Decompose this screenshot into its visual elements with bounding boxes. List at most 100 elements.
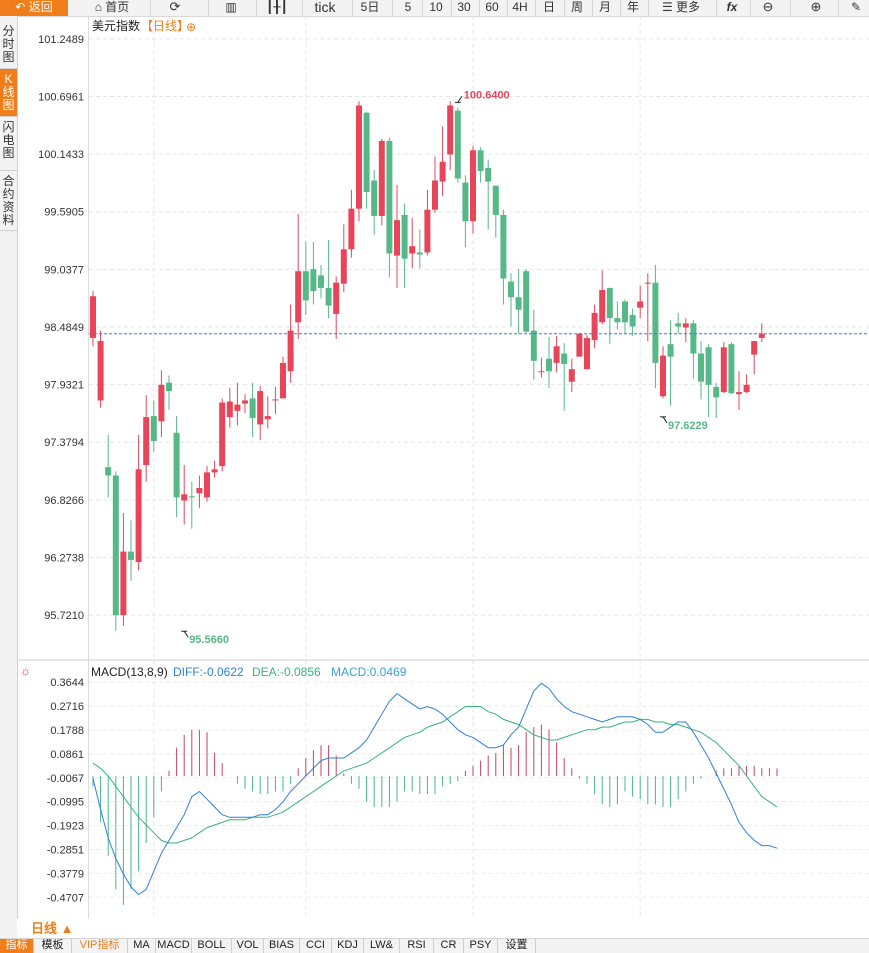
macd-y-tick: 0.3644 xyxy=(50,677,84,689)
period-4h[interactable]: 4H xyxy=(512,0,528,14)
candle-body xyxy=(698,353,704,382)
candle-body xyxy=(561,353,568,364)
period-month[interactable]: 月 xyxy=(598,0,611,14)
kline-y-tick: 95.7210 xyxy=(44,610,84,622)
draw-pen-icon[interactable]: ✎ xyxy=(850,0,862,14)
indicator-tab[interactable]: KDJ xyxy=(332,939,364,953)
chart-area[interactable]: 101.2489 100.6961 100.1433 99.5905 99.0377 98… xyxy=(17,16,869,919)
candlestick-icon[interactable]: ┃╂┃ xyxy=(266,0,288,14)
dea-value: DEA:-0.0856 xyxy=(252,665,321,679)
tab-kline-label: K线图 xyxy=(2,72,15,112)
candle-body xyxy=(667,344,674,357)
period-year[interactable]: 年 xyxy=(626,0,639,14)
indicator-tab[interactable]: 设置 xyxy=(498,939,536,953)
indicator-tab[interactable]: PSY xyxy=(464,939,498,953)
low-price-label: 95.5660 xyxy=(189,634,229,646)
period-toggle-button[interactable]: 日线 ▲ xyxy=(17,919,87,938)
back-button[interactable]: ↶ 返回 xyxy=(0,0,68,16)
period-5day[interactable]: 5日 xyxy=(360,0,380,14)
candle-body xyxy=(530,330,537,361)
indicator-tab[interactable]: BOLL xyxy=(192,939,232,953)
candle-body xyxy=(363,112,370,192)
candle-body xyxy=(135,469,142,563)
tick-button[interactable]: tick xyxy=(314,0,336,15)
indicator-tab[interactable]: MACD xyxy=(156,939,192,953)
indicator-tab[interactable]: LW& xyxy=(364,939,400,953)
top-toolbar: ↶ 返回 ⌂ 首页 ⟳ ▥ ┃╂┃ tick 5日 5 10 30 60 4H … xyxy=(0,0,869,17)
period-30[interactable]: 30 xyxy=(457,0,471,14)
period-5[interactable]: 5 xyxy=(404,0,412,14)
candle-body xyxy=(378,140,385,216)
macd-y-tick: -0.2851 xyxy=(47,844,84,856)
kline-y-tick: 101.2489 xyxy=(38,34,84,46)
candle-body xyxy=(660,355,666,397)
home-button[interactable]: ⌂ 首页 xyxy=(82,0,142,16)
extreme-marker-leader xyxy=(662,416,668,424)
candle-body xyxy=(500,214,507,279)
indicator-tab[interactable]: BIAS xyxy=(264,939,300,953)
indicator-tab[interactable]: VOL xyxy=(232,939,264,953)
period-10[interactable]: 10 xyxy=(429,0,443,14)
tab-contract-info[interactable]: 合约资料 xyxy=(0,171,17,231)
tab-kline[interactable]: K线图 xyxy=(0,69,17,117)
indicator-bar: 指标 模板 VIP指标 MA MACD BOLL VOL BIAS CCI KDJ LW& RSI CR… xyxy=(0,938,869,953)
candle-body xyxy=(97,341,104,401)
indicator-tab[interactable]: CR xyxy=(434,939,464,953)
indicator-tab[interactable]: 指标 xyxy=(0,939,34,953)
candle-body xyxy=(112,475,119,616)
candle-body xyxy=(432,180,438,210)
indicator-tab[interactable]: VIP指标 xyxy=(72,939,128,953)
crosshair-toggle-icon[interactable]: ⊕ xyxy=(186,20,196,34)
candle-body xyxy=(523,271,530,332)
kline-y-tick: 97.9321 xyxy=(44,380,84,392)
candle-body xyxy=(606,287,613,319)
back-label: 返回 xyxy=(28,0,53,14)
indicator-settings-icon[interactable]: ☼ xyxy=(20,664,31,678)
period-60[interactable]: 60 xyxy=(485,0,499,14)
candle-body xyxy=(287,330,294,372)
candle-body xyxy=(90,296,96,338)
candle-body xyxy=(690,323,697,354)
period-week[interactable]: 周 xyxy=(570,0,583,14)
extreme-marker-leader xyxy=(457,96,463,103)
candle-body xyxy=(219,402,226,467)
candle-body xyxy=(713,386,720,398)
tab-flash-chart[interactable]: 闪电图 xyxy=(0,117,17,171)
candle-body xyxy=(728,344,735,394)
chart-title: 美元指数 xyxy=(92,18,140,33)
indicator-tab[interactable]: CCI xyxy=(300,939,332,953)
bottom-bar: 日线 ▲ 指标 模板 VIP指标 MA MACD BOLL VOL BIAS CCI KDJ LW&… xyxy=(0,919,869,953)
macd-y-tick: 0.2716 xyxy=(50,701,84,713)
candle-body xyxy=(439,161,446,182)
candle-body xyxy=(302,271,309,301)
candle-body xyxy=(485,168,492,182)
candle-body xyxy=(333,282,340,314)
candle-body xyxy=(705,347,712,385)
period-day[interactable]: 日 xyxy=(542,0,555,14)
indicator-tab[interactable]: MA xyxy=(128,939,156,953)
candle-body xyxy=(394,220,400,256)
refresh-icon[interactable]: ⟳ xyxy=(169,0,181,14)
macd-value: MACD:0.0469 xyxy=(331,665,407,679)
bar-chart-icon[interactable]: ▥ xyxy=(225,0,237,14)
zoom-out-icon[interactable]: ⊖ xyxy=(762,0,774,14)
candle-body xyxy=(622,301,628,323)
tab-time-sharing[interactable]: 分时图 xyxy=(0,21,17,69)
candle-body xyxy=(637,301,644,308)
candle-body xyxy=(204,472,210,498)
more-button[interactable]: ☰ 更多 xyxy=(652,0,710,16)
zoom-in-icon[interactable]: ⊕ xyxy=(810,0,822,14)
menu-icon: ☰ xyxy=(661,0,673,14)
candle-body xyxy=(340,249,347,284)
macd-y-tick: 0.0861 xyxy=(50,749,84,761)
candle-body xyxy=(409,246,416,254)
indicator-tab[interactable]: RSI xyxy=(400,939,434,953)
candle-body xyxy=(447,105,454,155)
candle-body xyxy=(614,318,621,323)
candle-body xyxy=(591,312,598,340)
candle-body xyxy=(584,337,590,370)
formula-button[interactable]: fx xyxy=(726,0,738,14)
candle-body xyxy=(242,400,248,404)
candle-body xyxy=(758,333,765,338)
indicator-tab[interactable]: 模板 xyxy=(34,939,72,953)
